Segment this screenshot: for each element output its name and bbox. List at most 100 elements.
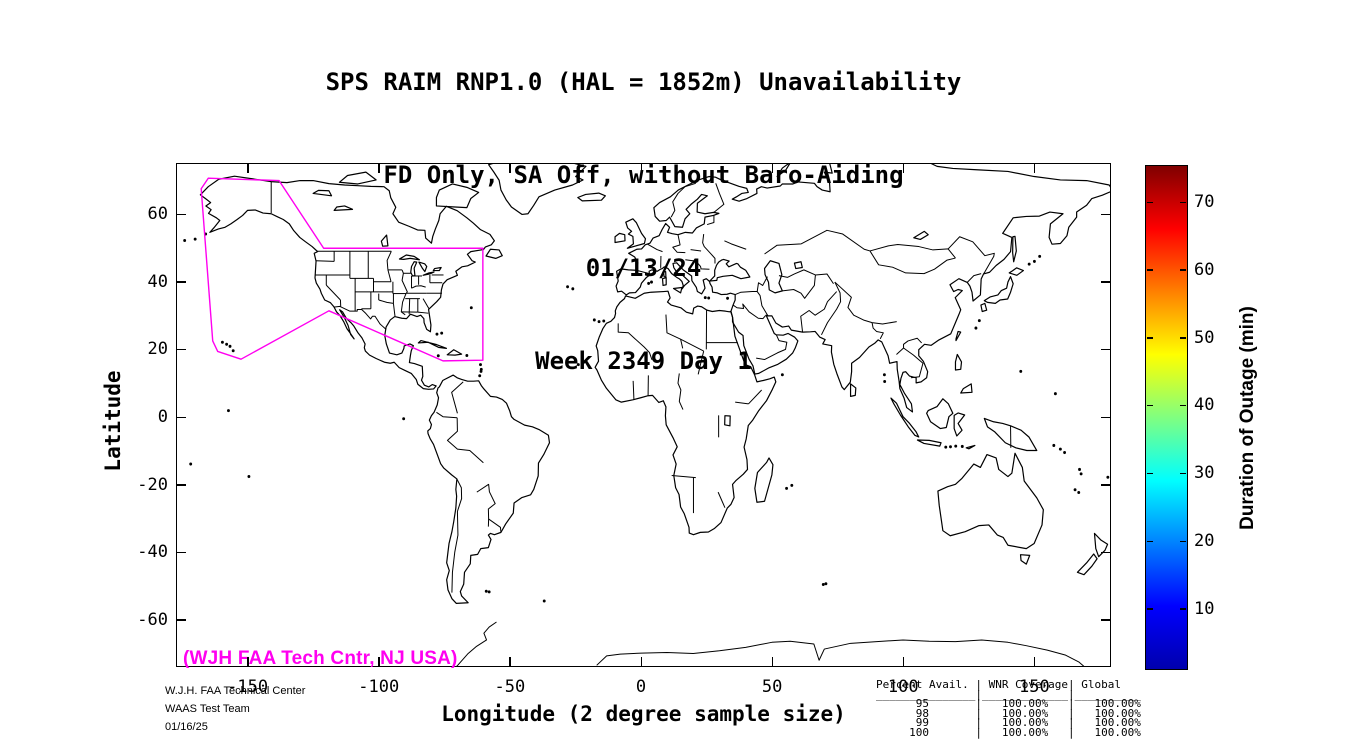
border-line	[782, 275, 815, 298]
org-line-3-date: 01/16/25	[165, 721, 208, 733]
coastline	[428, 375, 550, 603]
coastline	[578, 193, 606, 201]
border-line	[673, 235, 686, 253]
border-line	[718, 492, 725, 508]
border-line	[801, 292, 837, 333]
map-axes-frame	[176, 163, 1111, 667]
colorbar-tick-label: 50	[1194, 327, 1215, 348]
small-island-dot	[231, 349, 235, 353]
border-line	[393, 303, 395, 316]
small-island-dot	[1038, 254, 1042, 258]
small-island-dot	[1019, 369, 1023, 373]
border-line	[636, 270, 649, 273]
small-island-dot	[703, 296, 707, 300]
colorbar-tick-label: 70	[1194, 192, 1215, 212]
x-tick-mark-top	[1033, 164, 1036, 173]
x-tick-label: -100	[358, 677, 400, 697]
small-island-dot	[571, 287, 575, 291]
coastline	[615, 233, 625, 242]
coastline	[313, 190, 331, 195]
small-island-dot	[882, 373, 886, 377]
coastline	[418, 341, 446, 349]
x-tick-mark-top	[640, 164, 642, 173]
coastline	[851, 384, 856, 397]
x-tick-mark	[378, 657, 380, 666]
border-line	[733, 304, 766, 319]
coastline	[674, 287, 682, 292]
y-tick-mark	[177, 551, 186, 554]
colorbar-label: Duration of Outage (min)	[1237, 306, 1258, 530]
coastline	[1013, 236, 1017, 261]
title-line-2: FD Only, SA Off, without Baro-Aiding	[383, 161, 904, 189]
border-line	[735, 292, 757, 295]
x-tick-mark	[902, 657, 905, 666]
border-line	[821, 282, 840, 335]
small-island-dot	[1063, 451, 1067, 455]
colorbar	[1145, 165, 1188, 670]
waas-coverage-boundary	[201, 178, 483, 361]
colorbar-tick-mark-right	[1180, 201, 1186, 203]
small-island-dot	[478, 374, 482, 378]
x-tick-mark-top	[247, 164, 249, 173]
coastline	[891, 398, 919, 437]
border-line	[757, 277, 768, 316]
small-island-dot	[573, 358, 577, 362]
small-island-dot	[1078, 467, 1081, 471]
coastline	[966, 445, 975, 448]
small-island-dot	[650, 280, 653, 284]
world-map	[176, 163, 1111, 667]
small-island-dot	[824, 582, 828, 586]
small-island-dot	[1053, 392, 1057, 396]
coastline	[725, 416, 731, 426]
x-tick-label: 150	[1019, 677, 1050, 697]
coastline	[917, 440, 941, 446]
coastline	[794, 262, 802, 269]
y-tick-label: 20	[147, 339, 168, 360]
small-island-dot	[193, 237, 197, 241]
x-tick-mark-top	[378, 164, 380, 173]
coastline	[1009, 268, 1023, 275]
x-tick-mark-top	[771, 164, 774, 173]
small-island-dot	[479, 363, 482, 367]
coastline	[200, 176, 494, 389]
y-tick-label: 0	[157, 407, 168, 428]
border-line	[672, 476, 696, 478]
colorbar-tick-mark	[1146, 269, 1153, 271]
coastline	[981, 303, 987, 311]
coastline	[339, 172, 376, 184]
colorbar-tick-mark-right	[1180, 404, 1186, 407]
x-tick-mark	[771, 657, 774, 666]
coastline	[955, 354, 961, 370]
small-island-dot	[576, 363, 580, 367]
small-island-dot	[465, 353, 469, 357]
small-island-dot	[542, 599, 546, 603]
colorbar-tick-label: 60	[1194, 259, 1215, 280]
border-line	[423, 299, 429, 309]
coastline	[486, 249, 502, 258]
y-tick-mark	[177, 213, 186, 216]
y-tick-label: 60	[147, 204, 168, 225]
waas-coverage-outline	[201, 178, 483, 361]
border-line	[597, 640, 1087, 667]
country-borders-layer	[271, 182, 1086, 667]
colorbar-tick-mark	[1146, 201, 1153, 203]
small-islands-layer	[176, 232, 1111, 603]
small-island-dot	[974, 326, 978, 330]
border-line	[666, 315, 683, 349]
border-line	[870, 245, 956, 259]
border-line	[618, 323, 652, 360]
x-tick-label: -150	[227, 677, 269, 697]
border-line	[452, 622, 496, 667]
border-line	[436, 412, 457, 417]
border-line	[402, 270, 407, 294]
x-tick-label: 50	[761, 677, 783, 697]
border-line	[707, 215, 714, 224]
small-island-dot	[954, 444, 958, 448]
small-island-dot	[1077, 490, 1081, 494]
colorbar-tick-mark	[1146, 608, 1153, 610]
border-line	[904, 348, 923, 378]
coastline	[984, 418, 1036, 450]
small-island-dot	[1032, 259, 1036, 263]
org-attribution: W.J.H. FAA Technical Center WAAS Test Te…	[165, 682, 305, 736]
border-line	[967, 274, 981, 283]
